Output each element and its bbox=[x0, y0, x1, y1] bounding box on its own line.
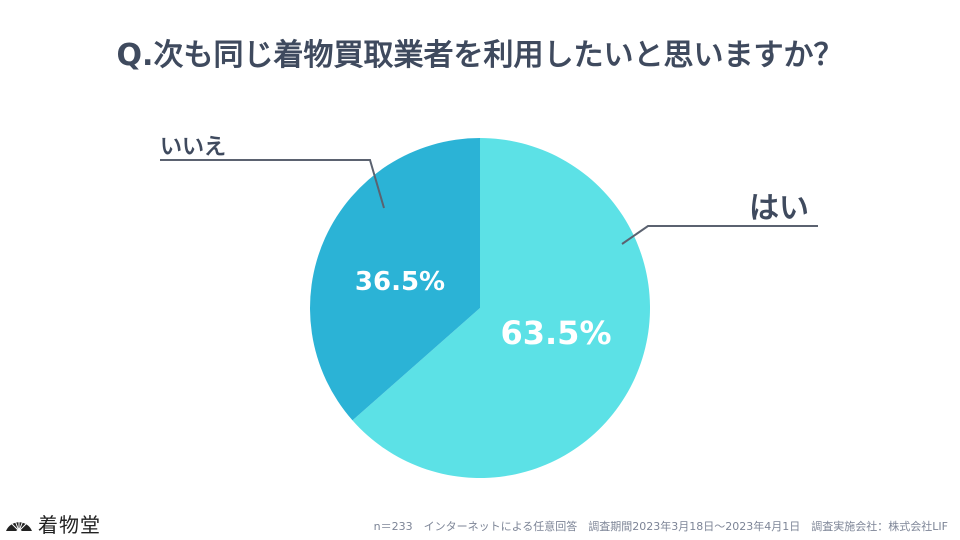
survey-footnote: n＝233 インターネットによる任意回答 調査期間2023年3月18日〜2023… bbox=[373, 520, 948, 533]
callout-label-iie: いいえ bbox=[160, 135, 226, 160]
pie-slice-hai bbox=[352, 138, 650, 479]
callout-label-hai: はい bbox=[749, 191, 809, 226]
logo-text: 着物堂 bbox=[38, 512, 101, 537]
pie-slice-iie bbox=[310, 138, 480, 421]
brand-logo: 着物堂 bbox=[4, 510, 101, 537]
leader-line-hai bbox=[621, 225, 818, 245]
data-label-hai: 63.5% bbox=[500, 314, 611, 352]
chart-title: Q.次も同じ着物買取業者を利用したいと思いますか？ bbox=[116, 38, 844, 73]
leader-line-iie bbox=[160, 159, 385, 209]
fan-icon bbox=[6, 517, 32, 532]
data-label-iie: 36.5% bbox=[355, 267, 445, 297]
pie-slices bbox=[310, 138, 650, 479]
